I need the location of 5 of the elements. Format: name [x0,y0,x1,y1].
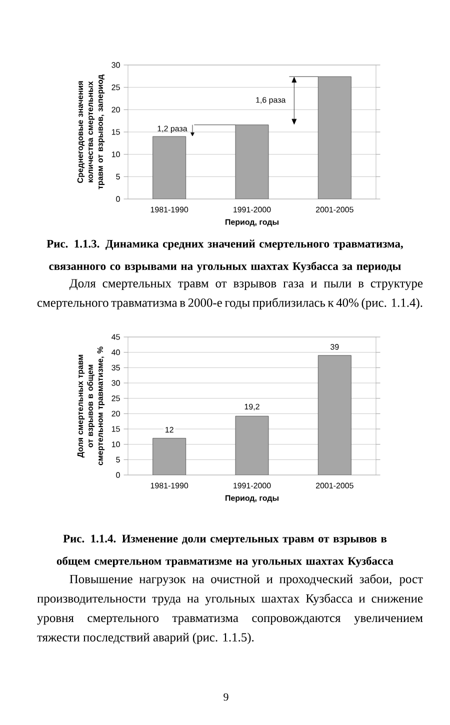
text: 9 [224,693,228,701]
text: Рис. 1.1.4. Изменение доли смертельных травм от взрывов в общем смертельном травматизме на угольных шахтах Кузбасса [56,534,394,568]
text: Повышение нагрузок на очистной и проходческий забои, рост производительности труда на угольных шахтах Кузбасса и снижение уровня смертельного травматизма сопровождаются увеличением тяжести последствий аварий (рис. 1.1.5). [37,574,423,644]
text: Рис. 1.1.3. Динамика средних значений смертельного травматизма, связанного со взрывами на угольных шахтах Кузбасса за периоды [46,240,403,272]
text: Доля смертельных травм от взрывов газа и пыли в структуре смертельного травматизма в 2000-е годы приблизилась к 40% (рис. 1.1.4). [37,279,423,310]
